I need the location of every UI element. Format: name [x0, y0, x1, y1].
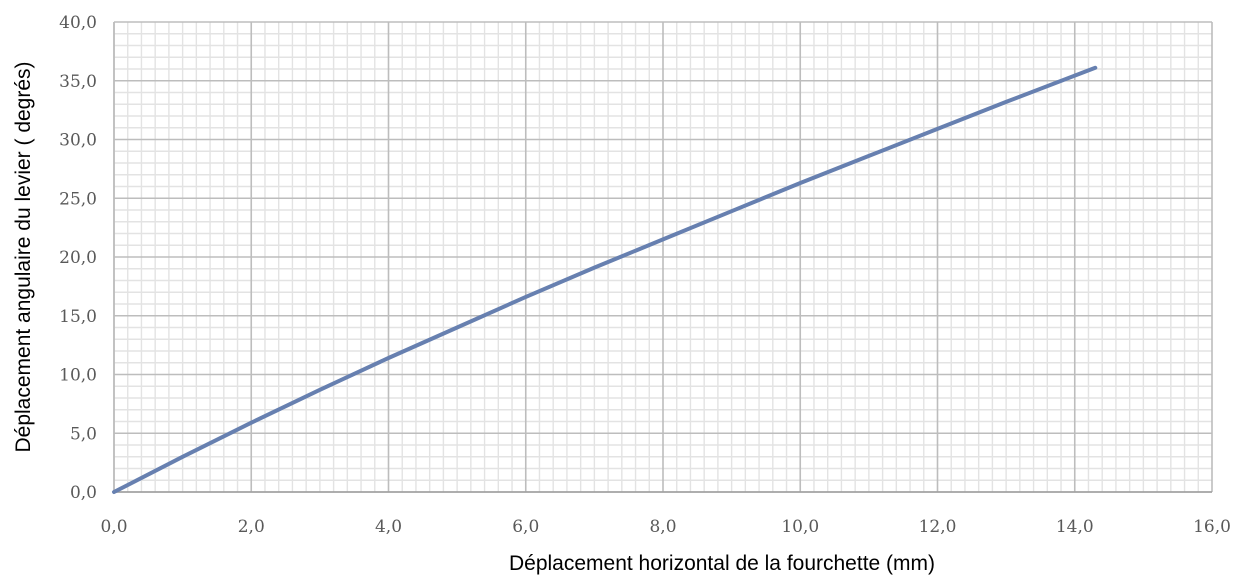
y-axis-title: Déplacement angulaire du levier ( degrés… — [12, 61, 35, 452]
series-line — [112, 65, 1098, 494]
y-axis-tick-labels: 0,0 5,0 10,0 15,0 20,0 25,0 30,0 35,0 40,0 — [59, 13, 97, 503]
x-tick-label: 6,0 — [512, 517, 539, 537]
x-tick-label: 4,0 — [375, 517, 402, 537]
y-tick-label: 30,0 — [59, 131, 97, 151]
x-tick-label: 16,0 — [1193, 517, 1231, 537]
y-tick-label: 40,0 — [59, 13, 97, 33]
y-tick-label: 20,0 — [59, 248, 97, 268]
y-tick-label: 0,0 — [70, 483, 97, 503]
y-tick-label: 10,0 — [59, 366, 97, 386]
y-tick-label: 25,0 — [59, 189, 97, 209]
y-tick-label: 35,0 — [59, 72, 97, 92]
x-tick-label: 10,0 — [781, 517, 819, 537]
x-tick-label: 12,0 — [919, 517, 957, 537]
x-tick-label: 0,0 — [100, 517, 127, 537]
y-tick-label: 5,0 — [70, 424, 97, 444]
x-tick-label: 8,0 — [649, 517, 676, 537]
plot-area-frame — [113, 22, 1212, 493]
y-tick-label: 15,0 — [59, 307, 97, 327]
series-layer — [112, 65, 1098, 494]
x-tick-label: 2,0 — [238, 517, 265, 537]
x-tick-label: 14,0 — [1056, 517, 1094, 537]
x-axis-tick-labels: 0,0 2,0 4,0 6,0 8,0 10,0 12,0 14,0 16,0 — [100, 517, 1230, 537]
x-axis-title: Déplacement horizontal de la fourchette … — [509, 552, 935, 575]
